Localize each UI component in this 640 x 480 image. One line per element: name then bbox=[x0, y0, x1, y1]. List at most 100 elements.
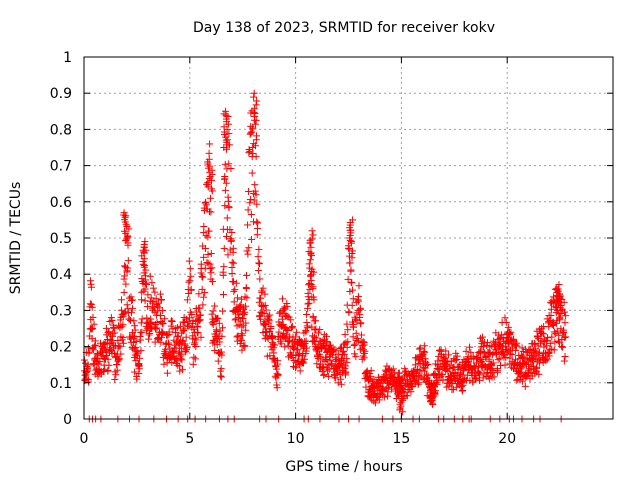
data-point bbox=[228, 258, 236, 266]
data-point bbox=[238, 315, 246, 323]
data-point bbox=[355, 282, 363, 290]
data-point bbox=[206, 140, 214, 148]
data-point bbox=[190, 325, 198, 333]
data-point bbox=[360, 349, 368, 357]
data-point bbox=[144, 291, 152, 299]
data-point bbox=[208, 310, 216, 318]
data-point bbox=[346, 259, 354, 267]
data-point bbox=[163, 369, 171, 377]
data-point bbox=[250, 93, 258, 101]
data-point bbox=[140, 277, 148, 285]
data-point bbox=[182, 347, 190, 355]
data-point bbox=[85, 349, 93, 357]
data-point bbox=[561, 319, 569, 327]
data-point bbox=[193, 322, 201, 330]
data-point bbox=[256, 260, 264, 268]
data-point bbox=[148, 279, 156, 287]
data-point bbox=[250, 196, 258, 204]
data-point bbox=[185, 322, 193, 330]
data-point bbox=[254, 219, 262, 227]
data-point bbox=[245, 244, 253, 252]
data-point bbox=[312, 325, 320, 333]
data-point bbox=[548, 333, 556, 341]
data-point bbox=[350, 323, 358, 331]
data-point bbox=[86, 300, 94, 308]
data-point bbox=[122, 236, 130, 244]
data-point bbox=[508, 351, 516, 359]
data-point bbox=[307, 243, 315, 251]
data-point bbox=[340, 350, 348, 358]
data-point bbox=[273, 384, 281, 392]
data-point bbox=[153, 318, 161, 326]
data-point bbox=[349, 295, 357, 303]
data-point bbox=[349, 286, 357, 294]
data-point bbox=[104, 355, 112, 363]
data-point bbox=[207, 194, 215, 202]
y-tick-label: 0.2 bbox=[50, 340, 72, 356]
y-tick-label: 0.6 bbox=[50, 195, 72, 211]
data-point bbox=[250, 105, 258, 113]
data-point bbox=[283, 325, 291, 333]
data-point bbox=[247, 129, 255, 137]
data-point bbox=[380, 393, 388, 401]
data-point bbox=[255, 267, 263, 275]
grid-lines bbox=[84, 57, 613, 419]
data-point bbox=[348, 301, 356, 309]
data-point bbox=[125, 315, 133, 323]
data-point bbox=[413, 375, 421, 383]
data-point bbox=[478, 333, 486, 341]
data-point bbox=[375, 396, 383, 404]
data-point bbox=[221, 160, 229, 168]
data-point bbox=[134, 348, 142, 356]
data-point bbox=[241, 342, 249, 350]
data-point bbox=[238, 323, 246, 331]
data-point bbox=[116, 342, 124, 350]
data-point bbox=[420, 367, 428, 375]
data-point bbox=[110, 324, 118, 332]
data-point bbox=[292, 362, 300, 370]
data-point bbox=[308, 252, 316, 260]
data-point bbox=[279, 321, 287, 329]
data-point bbox=[561, 352, 569, 360]
data-point bbox=[86, 277, 94, 285]
data-point bbox=[259, 284, 267, 292]
data-point bbox=[424, 372, 432, 380]
data-point bbox=[403, 392, 411, 400]
data-point bbox=[349, 216, 357, 224]
data-point bbox=[283, 302, 291, 310]
data-point bbox=[274, 371, 282, 379]
data-point bbox=[185, 278, 193, 286]
data-point bbox=[344, 326, 352, 334]
data-point bbox=[428, 381, 436, 389]
data-point bbox=[121, 227, 129, 235]
data-point bbox=[164, 331, 172, 339]
data-point bbox=[308, 235, 316, 243]
data-point bbox=[189, 360, 197, 368]
data-point bbox=[131, 368, 139, 376]
data-point bbox=[208, 264, 216, 272]
data-point bbox=[194, 329, 202, 337]
data-point bbox=[331, 374, 339, 382]
data-point bbox=[171, 341, 179, 349]
data-point bbox=[112, 371, 120, 379]
data-point bbox=[305, 260, 313, 268]
data-point bbox=[551, 338, 559, 346]
data-point bbox=[343, 320, 351, 328]
data-point bbox=[217, 365, 225, 373]
data-point bbox=[501, 314, 509, 322]
data-point bbox=[453, 352, 461, 360]
data-point bbox=[519, 377, 527, 385]
data-point bbox=[294, 346, 302, 354]
data-point bbox=[244, 250, 252, 258]
data-point bbox=[182, 333, 190, 341]
data-point bbox=[252, 116, 260, 124]
data-point bbox=[146, 329, 154, 337]
data-point bbox=[265, 317, 273, 325]
data-point bbox=[204, 233, 212, 241]
data-point bbox=[516, 369, 524, 377]
data-point bbox=[177, 355, 185, 363]
data-point bbox=[137, 347, 145, 355]
y-tick-label: 0.3 bbox=[50, 303, 72, 319]
data-point bbox=[204, 179, 212, 187]
data-point bbox=[445, 351, 453, 359]
